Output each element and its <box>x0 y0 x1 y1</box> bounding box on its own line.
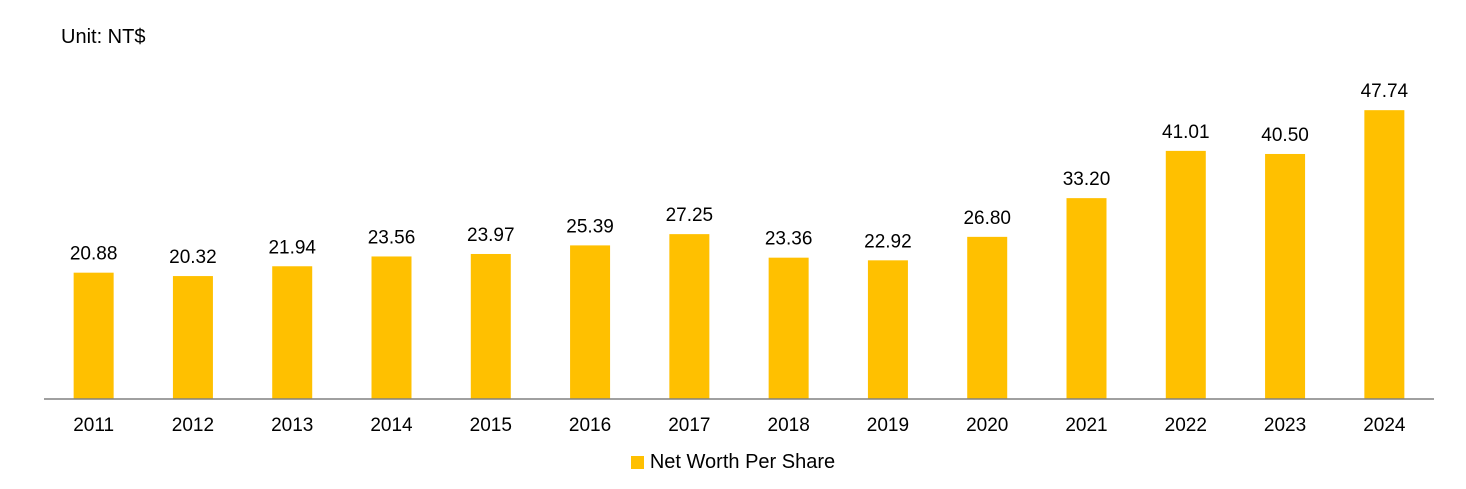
bar-2022 <box>1165 150 1206 399</box>
value-label-2016: 25.39 <box>566 216 614 237</box>
value-label-2018: 23.36 <box>765 229 813 250</box>
x-tick-label-2013: 2013 <box>271 415 313 436</box>
unit-label: Unit: NT$ <box>61 26 146 48</box>
value-label-2023: 40.50 <box>1261 125 1309 146</box>
bar-2021 <box>1066 198 1107 399</box>
x-tick-label-2012: 2012 <box>172 415 214 436</box>
value-label-2013: 21.94 <box>268 237 316 258</box>
bar-2023 <box>1265 153 1306 399</box>
value-label-2020: 26.80 <box>963 208 1011 229</box>
bars-group <box>73 110 1405 399</box>
bar-2024 <box>1364 110 1405 399</box>
x-tick-label-2021: 2021 <box>1065 415 1107 436</box>
legend-label: Net Worth Per Share <box>649 451 836 473</box>
x-tick-label-2018: 2018 <box>768 415 810 436</box>
bar-2013 <box>272 266 313 399</box>
x-tick-label-2015: 2015 <box>470 415 512 436</box>
x-tick-label-2014: 2014 <box>370 415 413 436</box>
x-tick-label-2019: 2019 <box>867 415 909 436</box>
x-tick-label-2024: 2024 <box>1363 415 1406 436</box>
bar-2017 <box>669 234 710 399</box>
value-label-2021: 33.20 <box>1063 169 1111 190</box>
value-label-2015: 23.97 <box>467 225 515 246</box>
bar-2019 <box>867 260 908 399</box>
bar-2014 <box>371 256 412 399</box>
value-label-2017: 27.25 <box>666 205 714 226</box>
value-label-2011: 20.88 <box>70 244 118 265</box>
x-tick-label-2017: 2017 <box>668 415 710 436</box>
bar-2020 <box>967 236 1008 399</box>
x-tick-label-2022: 2022 <box>1165 415 1207 436</box>
x-tick-label-2020: 2020 <box>966 415 1008 436</box>
bar-2011 <box>73 272 114 399</box>
bar-2018 <box>768 257 809 399</box>
x-tick-label-2011: 2011 <box>73 415 114 436</box>
legend-swatch <box>630 456 644 469</box>
x-tick-labels-group: 2011 2012 2013 2014 2015 2016 2017 2018 2019 2020… <box>73 415 1406 436</box>
value-label-2014: 23.56 <box>368 227 416 248</box>
value-labels-group: 20.88 20.32 21.94 23.56 23.97 25.39 27.25 23.36… <box>70 81 1409 268</box>
value-label-2019: 22.92 <box>864 231 912 252</box>
value-label-2022: 41.01 <box>1162 122 1210 143</box>
bar-2015 <box>470 253 511 399</box>
value-label-2024: 47.74 <box>1361 81 1409 102</box>
bar-2016 <box>570 245 611 399</box>
legend: Net Worth Per Share <box>0 451 1466 474</box>
x-tick-label-2016: 2016 <box>569 415 611 436</box>
x-tick-label-2023: 2023 <box>1264 415 1306 436</box>
value-label-2012: 20.32 <box>169 247 217 268</box>
bar-2012 <box>172 276 213 399</box>
